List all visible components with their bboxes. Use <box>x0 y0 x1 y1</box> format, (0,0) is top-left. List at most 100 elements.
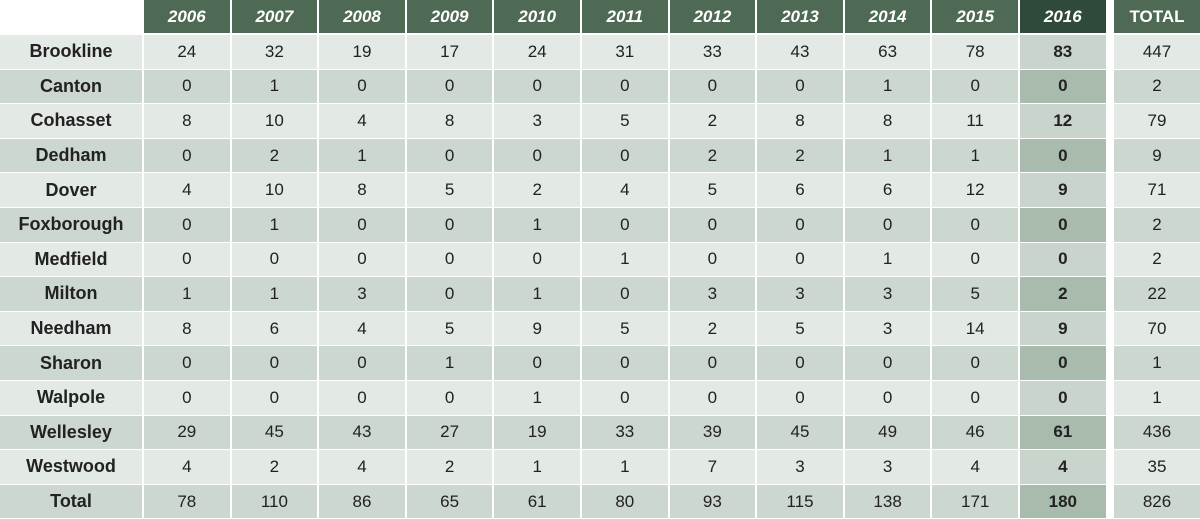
table-cell-foxborough-2012: 0 <box>669 208 756 242</box>
table-cell-cohasset-2010: 3 <box>494 104 580 138</box>
table-cell-westwood-2007: 2 <box>231 450 318 484</box>
table-cell-wellesley-2008: 43 <box>319 415 405 450</box>
table-cell-milton-2014: 3 <box>844 277 931 311</box>
table-cell-needham-2011: 5 <box>582 311 668 346</box>
row-total-sharon: 1 <box>1114 346 1200 380</box>
table-cell-dover-2007: 10 <box>231 173 318 207</box>
table-cell-canton-2013: 0 <box>757 69 843 104</box>
table-cell-walpole-2007: 0 <box>231 381 318 415</box>
table-cell-milton-2012: 3 <box>669 277 756 311</box>
row-label-canton: Canton <box>0 69 142 104</box>
table-cell-canton-2008: 0 <box>319 69 405 104</box>
table-cell-foxborough-2016: 0 <box>1020 208 1106 242</box>
table-cell-needham-2009: 5 <box>406 311 493 346</box>
table-cell-medfield-2009: 0 <box>406 242 493 277</box>
table-cell-sharon-2011: 0 <box>582 346 668 380</box>
table-cell-walpole-2008: 0 <box>319 381 405 415</box>
table-cell-canton-2007: 1 <box>231 69 318 104</box>
table-cell-brookline-2011: 31 <box>582 35 668 69</box>
table-cell-westwood-2014: 3 <box>844 450 931 484</box>
table-cell-canton-2014: 1 <box>844 69 931 104</box>
table-cell-dover-2011: 4 <box>582 173 668 207</box>
table-cell-canton-2009: 0 <box>406 69 493 104</box>
table-cell-canton-2011: 0 <box>582 69 668 104</box>
row-total-westwood: 35 <box>1114 450 1200 484</box>
table-cell-medfield-2013: 0 <box>757 242 843 277</box>
row-label-walpole: Walpole <box>0 381 142 415</box>
column-header-2011: 2011 <box>582 0 668 33</box>
table-cell-cohasset-2006: 8 <box>144 104 230 138</box>
table-cell-total-2014: 138 <box>844 484 931 519</box>
table-cell-cohasset-2008: 4 <box>319 104 405 138</box>
table-cell-brookline-2009: 17 <box>406 35 493 69</box>
row-label-needham: Needham <box>0 311 142 346</box>
table-cell-westwood-2012: 7 <box>669 450 756 484</box>
column-header-2013: 2013 <box>757 0 843 33</box>
row-label-westwood: Westwood <box>0 450 142 484</box>
table-cell-dedham-2011: 0 <box>582 138 668 173</box>
row-label-sharon: Sharon <box>0 346 142 380</box>
table-cell-medfield-2010: 0 <box>494 242 580 277</box>
table-cell-walpole-2014: 0 <box>844 381 931 415</box>
table-cell-westwood-2011: 1 <box>582 450 668 484</box>
table-cell-total-2006: 78 <box>144 484 230 519</box>
table-cell-foxborough-2015: 0 <box>932 208 1018 242</box>
table-cell-medfield-2007: 0 <box>231 242 318 277</box>
table-cell-medfield-2012: 0 <box>669 242 756 277</box>
table-cell-wellesley-2006: 29 <box>144 415 230 450</box>
table-cell-dedham-2007: 2 <box>231 138 318 173</box>
table-cell-wellesley-2013: 45 <box>757 415 843 450</box>
table-cell-total-2013: 115 <box>757 484 843 519</box>
table-cell-cohasset-2015: 11 <box>932 104 1018 138</box>
row-label-medfield: Medfield <box>0 242 142 277</box>
table-cell-wellesley-2007: 45 <box>231 415 318 450</box>
table-cell-sharon-2009: 1 <box>406 346 493 380</box>
table-cell-dedham-2009: 0 <box>406 138 493 173</box>
table-cell-needham-2010: 9 <box>494 311 580 346</box>
table-cell-sharon-2010: 0 <box>494 346 580 380</box>
table-cell-wellesley-2016: 61 <box>1020 415 1106 450</box>
table-cell-cohasset-2009: 8 <box>406 104 493 138</box>
table-cell-canton-2015: 0 <box>932 69 1018 104</box>
table-cell-dedham-2008: 1 <box>319 138 405 173</box>
table-cell-milton-2013: 3 <box>757 277 843 311</box>
column-header-2010: 2010 <box>494 0 580 33</box>
table-cell-walpole-2011: 0 <box>582 381 668 415</box>
table-cell-dover-2015: 12 <box>932 173 1018 207</box>
table-cell-brookline-2012: 33 <box>669 35 756 69</box>
table-cell-total-2015: 171 <box>932 484 1018 519</box>
table-cell-westwood-2016: 4 <box>1020 450 1106 484</box>
table-cell-foxborough-2008: 0 <box>319 208 405 242</box>
column-header-2006: 2006 <box>144 0 230 33</box>
table-cell-dedham-2010: 0 <box>494 138 580 173</box>
row-total-foxborough: 2 <box>1114 208 1200 242</box>
table-cell-needham-2008: 4 <box>319 311 405 346</box>
table-cell-medfield-2016: 0 <box>1020 242 1106 277</box>
table-cell-sharon-2016: 0 <box>1020 346 1106 380</box>
table-cell-foxborough-2011: 0 <box>582 208 668 242</box>
row-label-total: Total <box>0 484 142 519</box>
table-cell-walpole-2016: 0 <box>1020 381 1106 415</box>
column-header-2008: 2008 <box>319 0 405 33</box>
table-cell-wellesley-2009: 27 <box>406 415 493 450</box>
table-cell-needham-2006: 8 <box>144 311 230 346</box>
table-cell-westwood-2010: 1 <box>494 450 580 484</box>
table-cell-sharon-2015: 0 <box>932 346 1018 380</box>
table-cell-milton-2009: 0 <box>406 277 493 311</box>
table-cell-milton-2010: 1 <box>494 277 580 311</box>
table-cell-walpole-2006: 0 <box>144 381 230 415</box>
table-cell-sharon-2006: 0 <box>144 346 230 380</box>
table-cell-sharon-2012: 0 <box>669 346 756 380</box>
table-cell-foxborough-2009: 0 <box>406 208 493 242</box>
table-cell-milton-2016: 2 <box>1020 277 1106 311</box>
table-cell-needham-2012: 2 <box>669 311 756 346</box>
table-cell-brookline-2006: 24 <box>144 35 230 69</box>
table-cell-dover-2016: 9 <box>1020 173 1106 207</box>
row-label-wellesley: Wellesley <box>0 415 142 450</box>
row-label-milton: Milton <box>0 277 142 311</box>
table-cell-total-2012: 93 <box>669 484 756 519</box>
table-cell-sharon-2014: 0 <box>844 346 931 380</box>
table-cell-canton-2016: 0 <box>1020 69 1106 104</box>
column-header-2007: 2007 <box>231 0 318 33</box>
